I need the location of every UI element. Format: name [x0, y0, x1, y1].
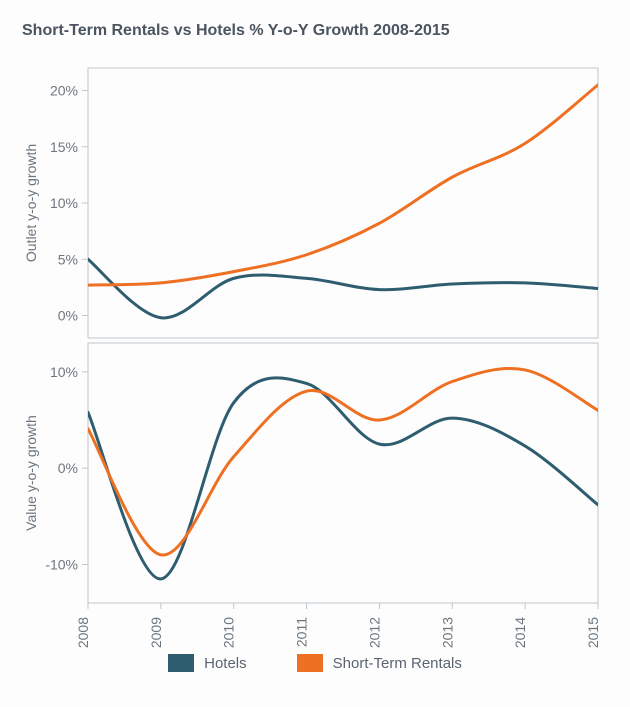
line-chart-svg: 0% 5% 10% 15% 20% Outlet y-o-y growth -10% 0% 10…	[18, 48, 612, 648]
chart-title: Short-Term Rentals vs Hotels % Y-o-Y Gro…	[22, 22, 612, 40]
svg-text:10%: 10%	[50, 195, 78, 211]
svg-text:0%: 0%	[58, 460, 78, 476]
chart-page: Short-Term Rentals vs Hotels % Y-o-Y Gro…	[0, 0, 630, 707]
svg-text:10%: 10%	[50, 364, 78, 380]
svg-text:15%: 15%	[50, 139, 78, 155]
chart-container: 0% 5% 10% 15% 20% Outlet y-o-y growth -10% 0% 10…	[18, 48, 612, 648]
legend-swatch-hotels	[168, 654, 194, 672]
svg-text:20%: 20%	[50, 83, 78, 99]
legend-item-hotels: Hotels	[168, 654, 247, 672]
legend-swatch-str	[297, 654, 323, 672]
svg-text:2008: 2008	[75, 617, 91, 648]
svg-text:2009: 2009	[148, 617, 164, 648]
legend-item-str: Short-Term Rentals	[297, 654, 462, 672]
svg-text:2012: 2012	[366, 617, 382, 648]
svg-text:5%: 5%	[58, 251, 78, 267]
legend-label-str: Short-Term Rentals	[333, 655, 462, 672]
legend-label-hotels: Hotels	[204, 655, 247, 672]
svg-text:0%: 0%	[58, 308, 78, 324]
svg-text:2010: 2010	[221, 617, 237, 648]
svg-text:Value y-o-y growth: Value y-o-y growth	[23, 415, 39, 531]
svg-text:2014: 2014	[512, 617, 528, 648]
legend: Hotels Short-Term Rentals	[18, 654, 612, 672]
svg-text:Outlet y-o-y growth: Outlet y-o-y growth	[23, 144, 39, 262]
svg-text:2015: 2015	[585, 617, 601, 648]
svg-text:-10%: -10%	[45, 556, 78, 572]
svg-text:2013: 2013	[439, 617, 455, 648]
svg-text:2011: 2011	[294, 617, 310, 647]
